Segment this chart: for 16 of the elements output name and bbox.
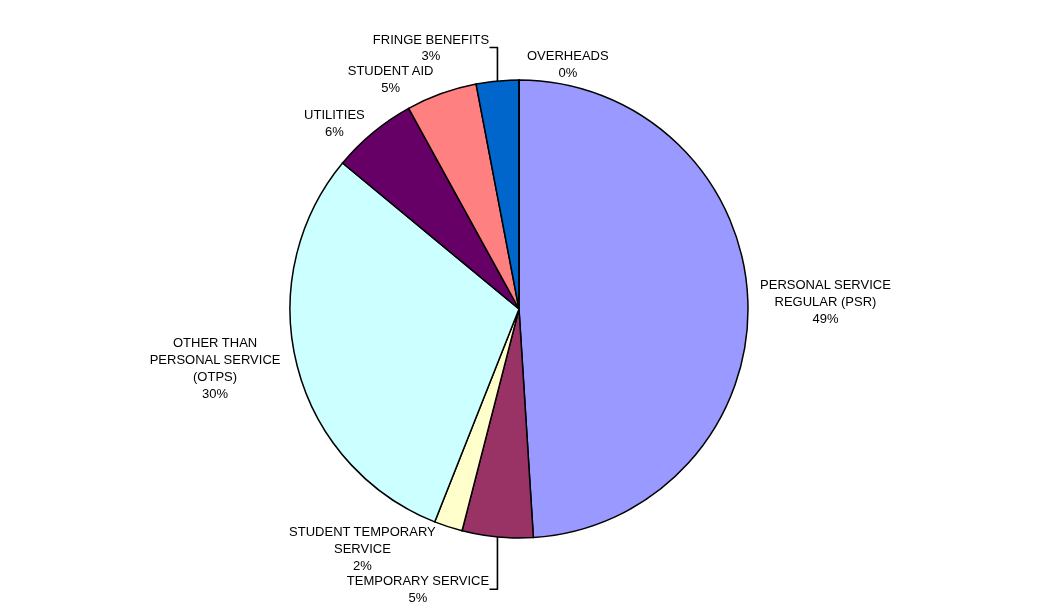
slice-label: STUDENT AID (347, 63, 434, 79)
data-label: 30% (202, 385, 229, 401)
text: 0% (558, 65, 578, 80)
slice-label: FRINGE BENEFITS (372, 31, 490, 47)
slice-label: STUDENT TEMPORARY SERVICE (289, 524, 437, 557)
slice-label: PERSONAL SERVICE REGULAR (PSR) (760, 277, 892, 310)
slice-label: OTHER THAN PERSONAL SERVICE (OTPS) (149, 335, 281, 384)
data-label: 5% (381, 80, 401, 96)
data-label: 49% (812, 311, 839, 327)
slice-label: TEMPORARY SERVICE (346, 573, 490, 589)
data-label: 2% (352, 558, 373, 574)
data-label: 6% (324, 124, 345, 140)
slice-label: UTILITIES (304, 107, 366, 123)
data-label: 3% (421, 48, 441, 64)
data-label: 5% (408, 590, 428, 606)
category-label: OVERHEADS (526, 48, 609, 64)
